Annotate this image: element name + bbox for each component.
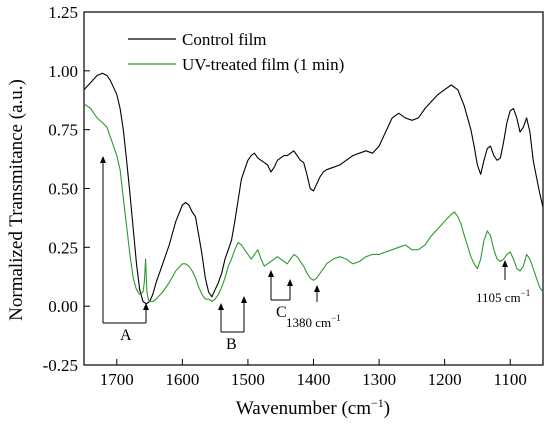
series-layer — [83, 72, 544, 305]
annotation-A: A — [120, 327, 132, 344]
y-axis-label: Normalized Transmitance (a.u.) — [6, 79, 27, 321]
arrow-A-right-head — [143, 303, 149, 310]
x-tick-label: 1300 — [362, 370, 396, 389]
x-tick-label: 1500 — [231, 370, 265, 389]
y-tick-label: -0.25 — [43, 356, 78, 375]
annotation-1105: 1105 cm−1 — [476, 288, 530, 305]
arrow-C-left-head — [268, 270, 274, 277]
x-tick-label: 1200 — [428, 370, 462, 389]
y-tick-label: 1.25 — [48, 3, 78, 22]
series-line-0 — [83, 72, 544, 305]
axis-ticks: 1700 1600 1500 1400 1300 1200 1100 -0.25 0.00 0.2… — [43, 3, 527, 389]
y-tick-label: 0.25 — [48, 238, 78, 257]
legend-label-control: Control film — [182, 30, 267, 49]
arrow-A-left-head — [100, 156, 106, 163]
annotation-B: B — [226, 336, 237, 353]
arrow-B-left-head — [218, 303, 224, 310]
legend: Control film UV-treated film (1 min) — [128, 30, 344, 74]
y-tick-label: 0.50 — [48, 180, 78, 199]
x-tick-label: 1600 — [165, 370, 199, 389]
y-tick-label: 0.00 — [48, 297, 78, 316]
arrow-C-right-head — [287, 279, 293, 286]
legend-label-uv: UV-treated film (1 min) — [182, 55, 344, 74]
x-tick-label: 1700 — [100, 370, 134, 389]
y-tick-label: 0.75 — [48, 121, 78, 140]
annotation-C: C — [276, 304, 287, 321]
y-tick-label: 1.00 — [48, 62, 78, 81]
annotation-1380: 1380 cm−1 — [286, 313, 341, 330]
x-tick-label: 1400 — [297, 370, 331, 389]
x-tick-label: 1100 — [494, 370, 527, 389]
arrow-B-right-head — [241, 296, 247, 303]
x-axis-label: Wavenumber (cm−1) — [236, 396, 390, 419]
arrow-1380-head — [314, 285, 320, 292]
annotation-layer — [100, 156, 508, 333]
arrow-1105-head — [502, 260, 508, 267]
series-line-1 — [83, 103, 544, 303]
